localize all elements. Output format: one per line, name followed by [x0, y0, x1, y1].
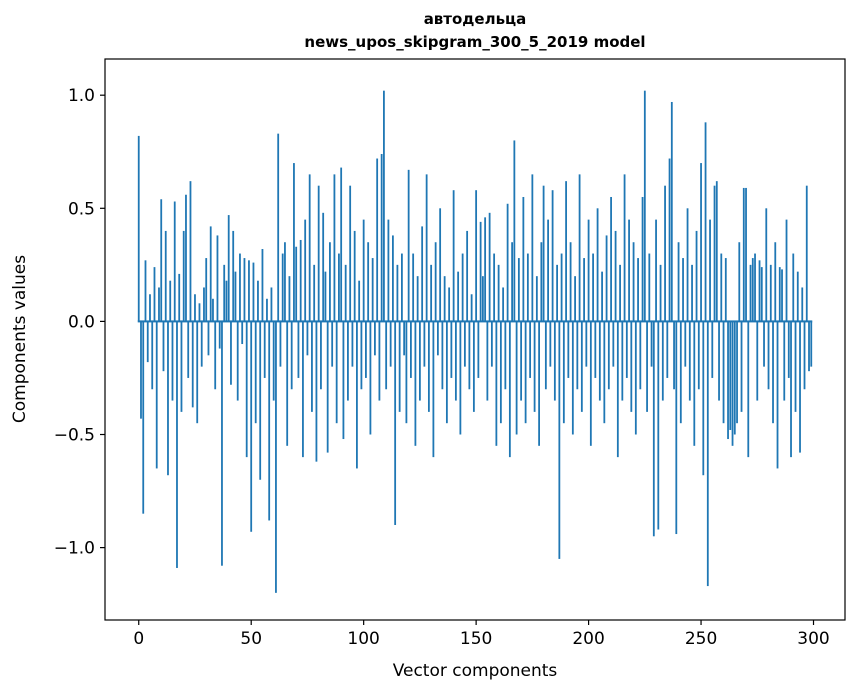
chart-title-word: автодельца [423, 10, 527, 28]
y-axis-label: Components values [10, 255, 30, 423]
bars-group [137, 90, 813, 593]
x-axis-label: Vector components [393, 661, 558, 681]
axes-group [104, 58, 846, 621]
svg-text:100: 100 [347, 629, 379, 649]
svg-text:−1.0: −1.0 [54, 539, 95, 559]
svg-text:200: 200 [572, 629, 604, 649]
svg-text:0: 0 [133, 629, 144, 649]
ticks-group: 0 50 100 150 200 250 300 −1.0 −0.5 0.0 0.5 1.0 [54, 86, 830, 649]
svg-text:1.0: 1.0 [68, 86, 95, 106]
svg-text:50: 50 [240, 629, 262, 649]
chart-title: автодельца news_upos_skipgram_300_5_2019… [105, 8, 845, 54]
svg-text:−0.5: −0.5 [54, 426, 95, 446]
svg-text:0.5: 0.5 [68, 199, 95, 219]
svg-text:150: 150 [460, 629, 492, 649]
chart-title-model: news_upos_skipgram_300_5_2019 model [304, 33, 646, 51]
svg-text:0.0: 0.0 [68, 312, 95, 332]
svg-text:250: 250 [685, 629, 717, 649]
svg-text:300: 300 [797, 629, 829, 649]
